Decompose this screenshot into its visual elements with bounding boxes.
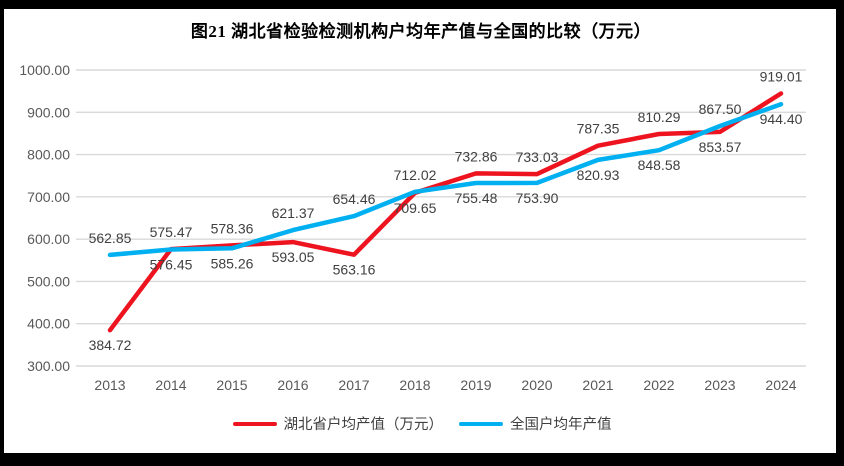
data-label: 867.50 — [699, 101, 742, 117]
data-label: 575.47 — [150, 224, 193, 240]
x-tick-label: 2015 — [216, 377, 247, 393]
x-tick-label: 2016 — [277, 377, 308, 393]
y-tick-label: 1000.00 — [19, 62, 70, 78]
data-label: 787.35 — [577, 121, 620, 137]
data-label: 576.45 — [150, 257, 193, 273]
x-tick-label: 2024 — [765, 377, 796, 393]
chart-legend: 湖北省户均产值（万元） 全国户均年产值 — [0, 413, 844, 434]
series-line-hubei — [107, 91, 784, 333]
legend-label-hubei: 湖北省户均产值（万元） — [283, 417, 444, 433]
data-label: 562.85 — [89, 230, 132, 246]
y-tick-label: 800.00 — [27, 147, 70, 163]
data-label: 621.37 — [272, 205, 315, 221]
data-label: 593.05 — [272, 249, 315, 265]
x-tick-label: 2019 — [460, 377, 491, 393]
data-label: 810.29 — [638, 109, 681, 125]
y-tick-label: 700.00 — [27, 189, 70, 205]
legend-item-national: 全国户均年产值 — [459, 413, 612, 434]
data-label: 919.01 — [760, 69, 803, 85]
data-label: 585.26 — [211, 255, 254, 271]
x-tick-label: 2017 — [338, 377, 369, 393]
y-tick-label: 300.00 — [27, 358, 70, 374]
data-label: 563.16 — [333, 262, 376, 278]
series-line-national — [107, 101, 784, 258]
x-tick-label: 2023 — [704, 377, 735, 393]
data-label: 733.03 — [516, 149, 559, 165]
y-tick-label: 600.00 — [27, 231, 70, 247]
data-label: 853.57 — [699, 139, 742, 155]
x-tick-label: 2014 — [155, 377, 186, 393]
data-label: 848.58 — [638, 157, 681, 173]
chart-title: 图21 湖北省检验检测机构户均年产值与全国的比较（万元） — [190, 22, 652, 41]
data-label: 732.86 — [455, 148, 498, 164]
legend-label-national: 全国户均年产值 — [510, 417, 612, 433]
y-tick-label: 500.00 — [27, 273, 70, 289]
data-label: 654.46 — [333, 191, 376, 207]
data-label: 709.65 — [394, 200, 437, 216]
legend-line-swatch-blue — [459, 421, 503, 426]
y-tick-label: 400.00 — [27, 316, 70, 332]
x-tick-label: 2013 — [94, 377, 125, 393]
data-label: 712.02 — [394, 167, 437, 183]
data-label: 944.40 — [760, 111, 803, 127]
legend-line-swatch-red — [232, 421, 277, 426]
data-label: 755.48 — [455, 190, 498, 206]
data-label: 753.90 — [516, 190, 559, 206]
x-tick-label: 2018 — [399, 377, 430, 393]
data-label: 820.93 — [577, 167, 620, 183]
y-tick-label: 900.00 — [27, 104, 70, 120]
data-label: 384.72 — [89, 337, 132, 353]
x-tick-label: 2021 — [582, 377, 613, 393]
x-tick-label: 2022 — [643, 377, 674, 393]
x-tick-label: 2020 — [521, 377, 552, 393]
legend-item-hubei: 湖北省户均产值（万元） — [232, 413, 444, 434]
data-label: 578.36 — [211, 220, 254, 236]
